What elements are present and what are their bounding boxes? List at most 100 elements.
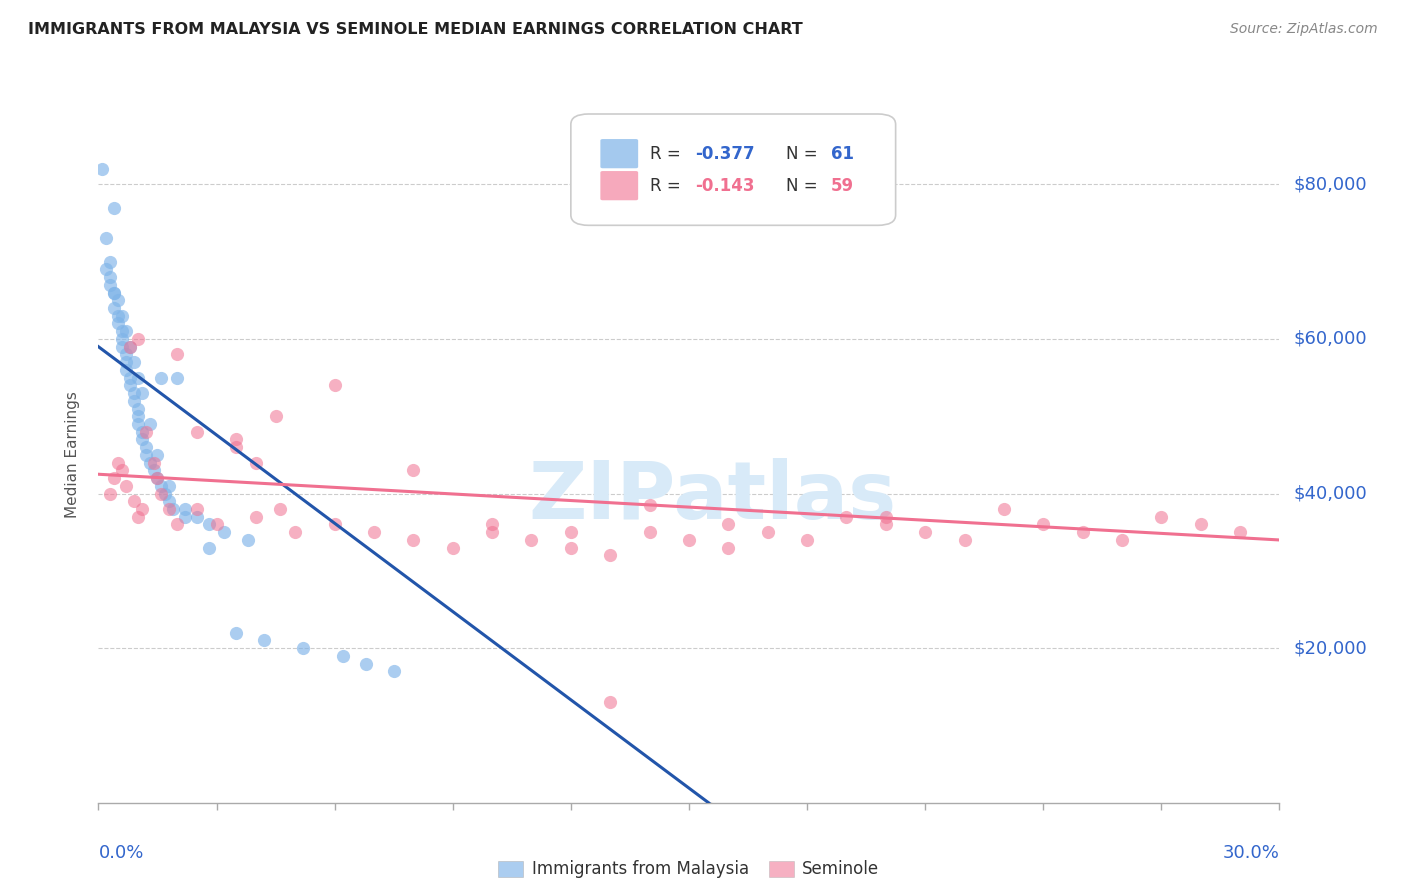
Point bbox=[115, 355, 138, 369]
Point bbox=[118, 370, 141, 384]
Point bbox=[98, 270, 121, 285]
Point bbox=[115, 363, 138, 377]
Point bbox=[115, 479, 138, 493]
Point bbox=[717, 541, 740, 555]
Point bbox=[103, 285, 125, 300]
Point bbox=[111, 340, 134, 354]
Point bbox=[174, 502, 197, 516]
Point bbox=[96, 262, 118, 277]
Point bbox=[835, 509, 858, 524]
Text: Source: ZipAtlas.com: Source: ZipAtlas.com bbox=[1230, 22, 1378, 37]
Point bbox=[96, 231, 118, 245]
Point bbox=[127, 417, 149, 431]
Point bbox=[166, 370, 188, 384]
Point bbox=[875, 517, 897, 532]
Text: IMMIGRANTS FROM MALAYSIA VS SEMINOLE MEDIAN EARNINGS CORRELATION CHART: IMMIGRANTS FROM MALAYSIA VS SEMINOLE MED… bbox=[28, 22, 803, 37]
Point bbox=[1189, 517, 1212, 532]
Point bbox=[146, 471, 169, 485]
Text: $20,000: $20,000 bbox=[1294, 640, 1367, 657]
Point bbox=[131, 425, 153, 439]
Point bbox=[142, 463, 165, 477]
Point bbox=[253, 633, 276, 648]
Point bbox=[103, 285, 125, 300]
Point bbox=[953, 533, 976, 547]
Point bbox=[269, 502, 291, 516]
Point bbox=[599, 695, 621, 709]
Point bbox=[135, 448, 157, 462]
Point bbox=[323, 517, 346, 532]
Point bbox=[103, 201, 125, 215]
Point bbox=[354, 657, 377, 671]
Point bbox=[756, 525, 779, 540]
Point bbox=[150, 370, 173, 384]
Point bbox=[135, 440, 157, 454]
Text: 61: 61 bbox=[831, 145, 853, 162]
Point bbox=[111, 324, 134, 338]
Point bbox=[560, 525, 582, 540]
Point bbox=[520, 533, 543, 547]
Point bbox=[146, 471, 169, 485]
Legend: Immigrants from Malaysia, Seminole: Immigrants from Malaysia, Seminole bbox=[492, 854, 886, 885]
Text: N =: N = bbox=[786, 177, 823, 194]
Point bbox=[107, 456, 129, 470]
Point bbox=[441, 541, 464, 555]
Text: ZIPatlas: ZIPatlas bbox=[529, 458, 897, 536]
Point bbox=[225, 433, 247, 447]
Point bbox=[236, 533, 259, 547]
Point bbox=[197, 517, 219, 532]
Point bbox=[284, 525, 307, 540]
Point bbox=[186, 509, 208, 524]
Point bbox=[146, 448, 169, 462]
Point bbox=[135, 425, 157, 439]
Point bbox=[914, 525, 936, 540]
Point bbox=[875, 509, 897, 524]
Point bbox=[225, 440, 247, 454]
Point bbox=[131, 433, 153, 447]
Point bbox=[142, 456, 165, 470]
Point bbox=[157, 494, 180, 508]
Point bbox=[111, 309, 134, 323]
Point bbox=[131, 386, 153, 401]
Point bbox=[993, 502, 1015, 516]
Point bbox=[127, 509, 149, 524]
Point bbox=[205, 517, 228, 532]
Point bbox=[186, 425, 208, 439]
Point bbox=[678, 533, 700, 547]
Point bbox=[138, 456, 160, 470]
Point bbox=[1111, 533, 1133, 547]
Point bbox=[638, 498, 661, 512]
Point bbox=[127, 332, 149, 346]
Text: $80,000: $80,000 bbox=[1294, 176, 1367, 194]
Point bbox=[214, 525, 236, 540]
Text: 0.0%: 0.0% bbox=[98, 845, 143, 863]
Point bbox=[717, 517, 740, 532]
Point bbox=[150, 479, 173, 493]
Point bbox=[103, 471, 125, 485]
Point bbox=[107, 309, 129, 323]
Point bbox=[1071, 525, 1094, 540]
Point bbox=[323, 378, 346, 392]
Point bbox=[1150, 509, 1173, 524]
Point bbox=[245, 456, 267, 470]
Point bbox=[157, 502, 180, 516]
Point bbox=[127, 370, 149, 384]
Text: 30.0%: 30.0% bbox=[1223, 845, 1279, 863]
Text: R =: R = bbox=[650, 145, 686, 162]
Point bbox=[103, 301, 125, 315]
Point bbox=[402, 533, 425, 547]
Text: -0.143: -0.143 bbox=[695, 177, 755, 194]
Text: -0.377: -0.377 bbox=[695, 145, 755, 162]
Point bbox=[127, 409, 149, 424]
Point bbox=[481, 525, 503, 540]
Text: $40,000: $40,000 bbox=[1294, 484, 1367, 502]
Point bbox=[186, 502, 208, 516]
Point bbox=[245, 509, 267, 524]
Point bbox=[382, 665, 405, 679]
Point bbox=[1229, 525, 1251, 540]
Point bbox=[796, 533, 818, 547]
Point bbox=[107, 293, 129, 308]
Point bbox=[115, 324, 138, 338]
Point bbox=[157, 479, 180, 493]
Point bbox=[162, 502, 184, 516]
Point bbox=[402, 463, 425, 477]
